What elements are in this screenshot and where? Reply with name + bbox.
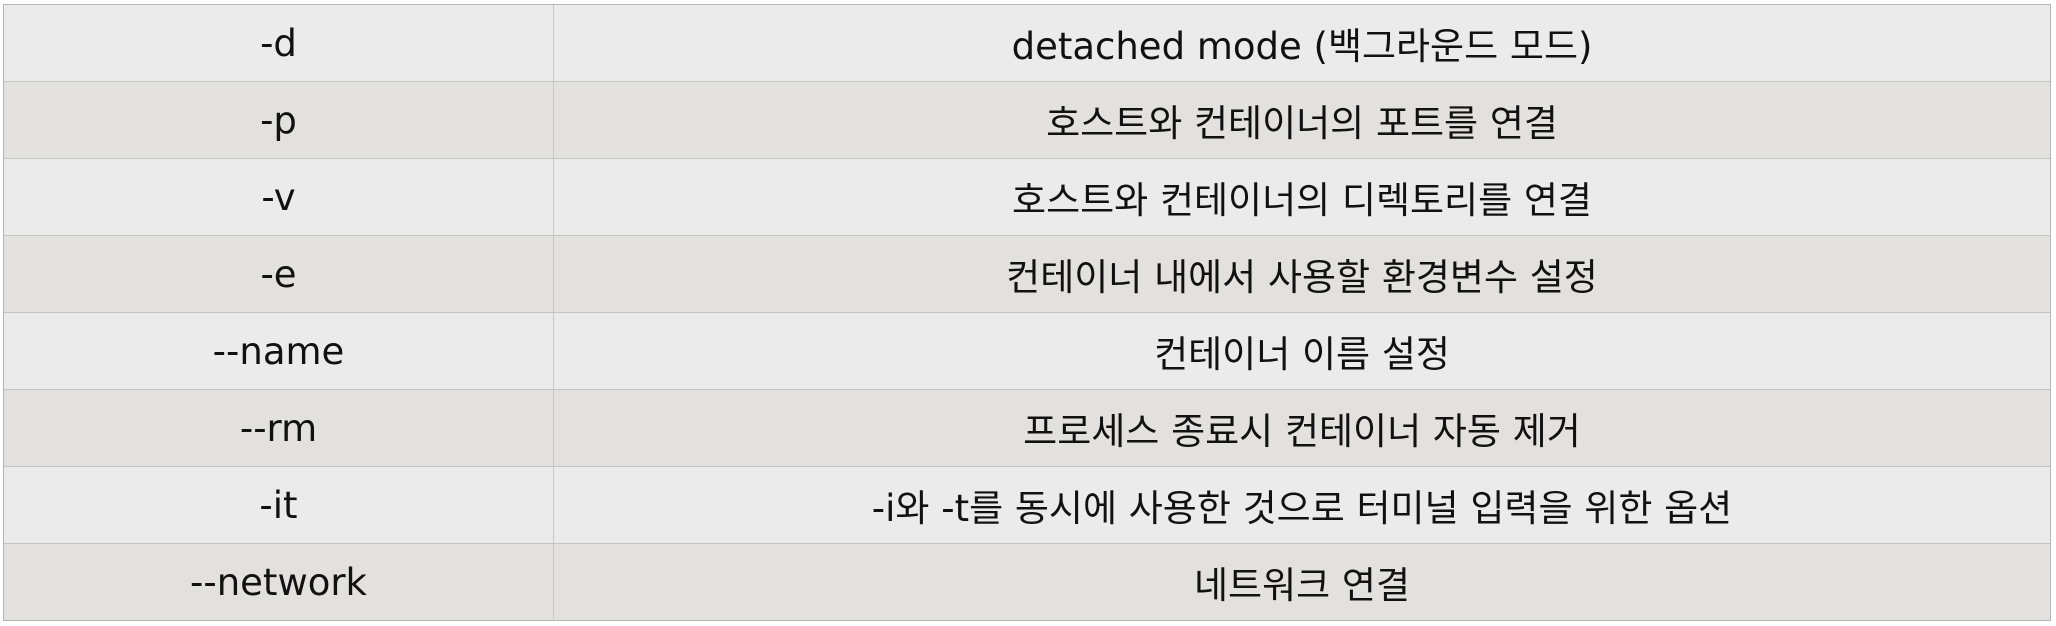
description-cell: -i와 -t를 동시에 사용한 것으로 터미널 입력을 위한 옵션 [871, 487, 1733, 530]
description-cell: 프로세스 종료시 컨테이너 자동 제거 [1023, 410, 1581, 453]
table-row: -v 호스트와 컨테이너의 디렉토리를 연결 [4, 159, 2050, 236]
table-row: -p 호스트와 컨테이너의 포트를 연결 [4, 82, 2050, 159]
table-row: --name 컨테이너 이름 설정 [4, 313, 2050, 390]
table-row: --network 네트워크 연결 [4, 544, 2050, 621]
option-cell: -d [4, 5, 554, 81]
description-cell: detached mode (백그라운드 모드) [1011, 25, 1593, 68]
option-cell: -v [4, 159, 554, 235]
option-cell: -p [4, 82, 554, 158]
description-cell: 컨테이너 내에서 사용할 환경변수 설정 [1006, 256, 1598, 299]
table-row: --rm 프로세스 종료시 컨테이너 자동 제거 [4, 390, 2050, 467]
option-cell: --network [4, 544, 554, 620]
description-cell: 호스트와 컨테이너의 포트를 연결 [1046, 102, 1558, 145]
description-cell: 호스트와 컨테이너의 디렉토리를 연결 [1012, 179, 1592, 222]
docker-options-table: -d detached mode (백그라운드 모드) -p 호스트와 컨테이너… [3, 4, 2051, 621]
option-cell: -e [4, 236, 554, 312]
description-cell: 네트워크 연결 [1193, 564, 1410, 607]
description-cell: 컨테이너 이름 설정 [1154, 333, 1450, 376]
table-row: -d detached mode (백그라운드 모드) [4, 5, 2050, 82]
table-row: -e 컨테이너 내에서 사용할 환경변수 설정 [4, 236, 2050, 313]
option-cell: --name [4, 313, 554, 389]
table-row: -it -i와 -t를 동시에 사용한 것으로 터미널 입력을 위한 옵션 [4, 467, 2050, 544]
option-cell: -it [4, 467, 554, 543]
option-cell: --rm [4, 390, 554, 466]
